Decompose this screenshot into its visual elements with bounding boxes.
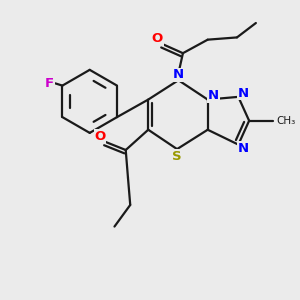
Text: O: O <box>152 32 163 45</box>
Text: CH₃: CH₃ <box>276 116 296 126</box>
Text: O: O <box>94 130 106 143</box>
Text: S: S <box>172 150 182 163</box>
Text: N: N <box>208 89 219 103</box>
Text: N: N <box>173 68 184 81</box>
Text: F: F <box>45 77 54 90</box>
Text: N: N <box>238 142 249 155</box>
Text: N: N <box>238 87 249 100</box>
